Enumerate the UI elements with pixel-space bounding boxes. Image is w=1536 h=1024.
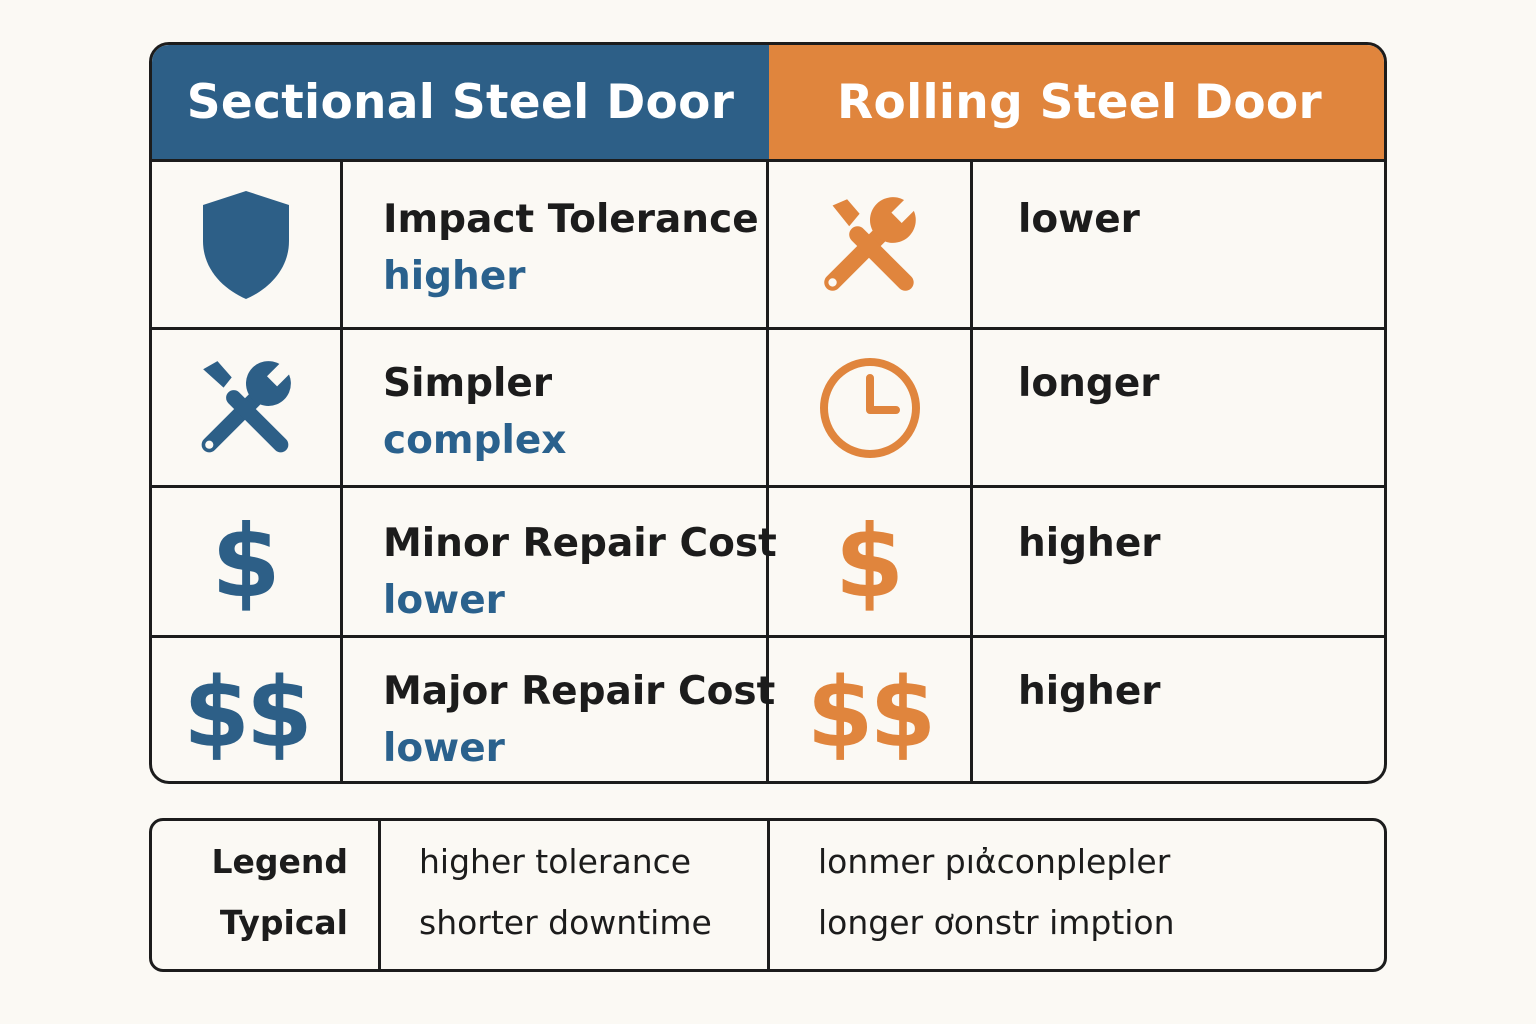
legend-labels: Legend Typical [152,821,381,969]
legend-label: Legend [211,842,348,881]
table-row: $ Minor Repair Cost lower $ higher [152,485,1384,635]
row2-left-icon-cell [152,330,343,485]
header-rolling-steel-door: Rolling Steel Door [769,45,1384,159]
double-dollar-icon: $$ [806,656,937,769]
legend-item: higher tolerance [419,842,692,881]
header-right-title: Rolling Steel Door [837,74,1322,130]
legend-item: shorter downtime [419,903,712,942]
wrench-screwdriver-icon [201,358,295,452]
legend-label: Typical [219,903,348,942]
double-dollar-icon: $$ [183,656,313,769]
table-row: Simpler complex longer [152,327,1384,485]
row-left-value: lower [383,578,505,623]
row4-right-icon-cell: $$ [769,638,973,781]
shield-icon [203,190,289,299]
row2-right-text-cell: longer [973,330,1384,485]
row1-right-text-cell: lower [973,162,1384,327]
clock-icon [819,357,920,458]
legend-box: Legend Typical higher tolerance shorter … [149,818,1387,972]
header-left-title: Sectional Steel Door [186,74,735,130]
row-label: Simpler [383,361,553,406]
dollar-icon: $ [211,502,281,620]
row3-right-icon-cell: $ [769,488,973,635]
legend-item: lonmer pıἀconplepler [818,842,1171,881]
row4-right-text-cell: higher [973,638,1384,781]
row4-left-icon-cell: $$ [152,638,343,781]
comparison-table: Sectional Steel Door Rolling Steel Door … [149,42,1387,784]
table-row: $$ Major Repair Cost lower $$ higher [152,635,1384,781]
row-label: Major Repair Cost [383,669,776,714]
row-right-value: higher [1018,521,1161,566]
row1-left-text-cell: Impact Tolerance higher [343,162,769,327]
row3-left-icon-cell: $ [152,488,343,635]
row-right-value: longer [1018,361,1160,406]
row-right-value: lower [1018,197,1140,242]
row1-right-icon-cell [769,162,973,327]
wrench-screwdriver-icon [823,194,919,291]
row-left-value: complex [383,418,567,463]
legend-left-column: higher tolerance shorter downtime [381,821,770,969]
row3-right-text-cell: higher [973,488,1384,635]
legend-item: longer ơonstr imption [818,903,1175,942]
row4-left-text-cell: Major Repair Cost lower [343,638,776,781]
row-label: Minor Repair Cost [383,521,777,566]
row-left-value: lower [383,726,505,771]
row1-left-icon-cell [152,162,343,327]
row-left-value: higher [383,254,526,299]
legend-right-column: lonmer pıἀconplepler longer ơonstr impti… [770,821,1384,969]
row2-left-text-cell: Simpler complex [343,330,769,485]
header-sectional-steel-door: Sectional Steel Door [152,45,769,159]
row-right-value: higher [1018,669,1161,714]
row-label: Impact Tolerance [383,197,759,242]
row3-left-text-cell: Minor Repair Cost lower [343,488,777,635]
table-row: Impact Tolerance higher lower [152,159,1384,327]
dollar-icon: $ [834,502,905,620]
row2-right-icon-cell [769,330,973,485]
